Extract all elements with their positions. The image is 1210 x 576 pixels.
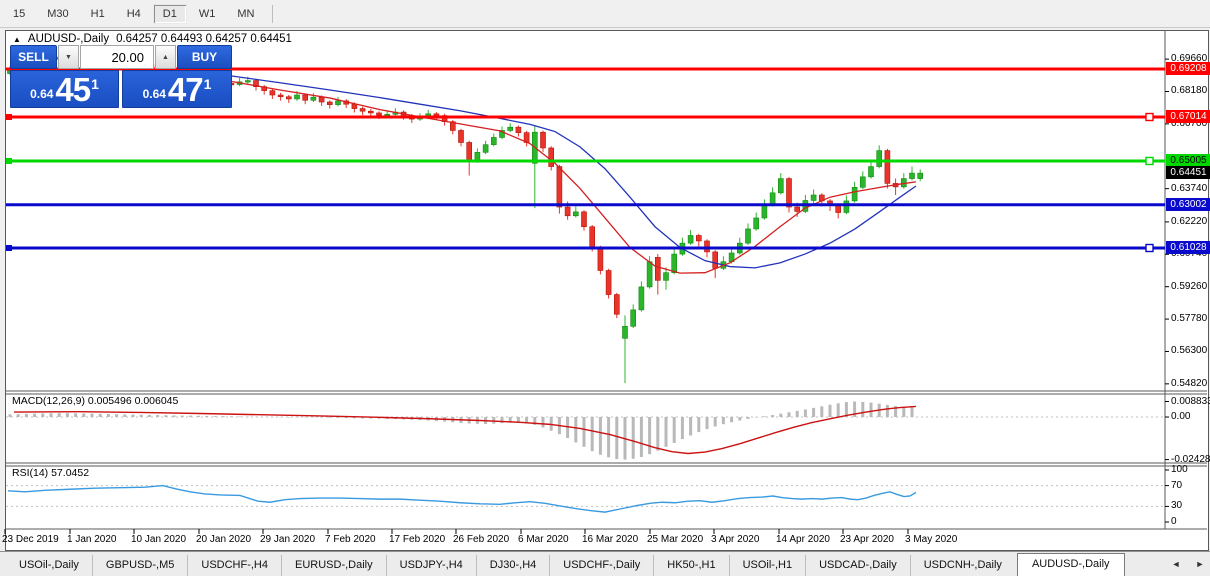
price-axis-label: 0.59260: [1171, 280, 1208, 292]
macd-axis-label: 0.008833: [1171, 395, 1210, 407]
date-axis-label: 25 Mar 2020: [647, 534, 704, 545]
date-axis-label: 29 Jan 2020: [260, 534, 316, 545]
level-price-badge: 0.63002: [1166, 197, 1210, 211]
timeframe-button-15[interactable]: 15: [13, 7, 26, 20]
sell-price-big: 45: [55, 71, 91, 108]
volume-input[interactable]: [80, 45, 154, 69]
current-price-badge: 0.64451: [1166, 166, 1210, 180]
rsi-axis-label: 70: [1171, 479, 1183, 491]
volume-decrease-button[interactable]: ▼: [58, 45, 79, 69]
symbol-tab-usdjpy-h4[interactable]: USDJPY-,H4: [385, 555, 476, 576]
symbol-tab-eurusd-daily[interactable]: EURUSD-,Daily: [281, 555, 386, 576]
date-axis-label: 23 Dec 2019: [2, 534, 59, 545]
date-axis-label: 10 Jan 2020: [131, 534, 187, 545]
timeframe-button-h4[interactable]: H4: [126, 7, 141, 20]
chart-title: ▲ AUDUSD-,Daily 0.64257 0.64493 0.64257 …: [13, 33, 292, 45]
date-axis-label: 3 May 2020: [905, 534, 958, 545]
tab-scroll-right-icon[interactable]: ►: [1195, 559, 1205, 569]
price-axis-label: 0.62220: [1171, 215, 1208, 227]
symbol-tab-usdcnh-daily[interactable]: USDCNH-,Daily: [909, 555, 1015, 576]
tab-scroll-left-icon[interactable]: ◄: [1171, 559, 1181, 569]
price-axis-label: 0.54820: [1171, 377, 1208, 389]
date-axis-label: 16 Mar 2020: [582, 534, 639, 545]
level-price-badge: 0.67014: [1166, 110, 1210, 123]
buy-price-big: 47: [167, 71, 204, 108]
timeframe-toolbar: 15 M30 H1 H4 D1 W1 MN: [0, 0, 1210, 28]
symbol-tab-hk50-h1[interactable]: HK50-,H1: [653, 555, 728, 576]
timeframe-button-w1[interactable]: W1: [198, 7, 216, 20]
macd-label: MACD(12,26,9) 0.005496 0.006045: [12, 395, 179, 407]
buy-price-button[interactable]: 0.64 47 1: [122, 70, 232, 108]
price-axis-label: 0.69660: [1171, 53, 1208, 65]
chart-ohlc-values: 0.64257 0.64493 0.64257 0.64451: [116, 33, 292, 45]
one-click-trading-panel: SELL ▼ ▲ BUY 0.64 45 1 0.64 47 1: [10, 45, 232, 108]
level-price-badge: 0.69208: [1166, 62, 1210, 75]
date-axis-label: 3 Apr 2020: [711, 534, 760, 545]
rsi-label: RSI(14) 57.0452: [12, 467, 90, 479]
date-axis-label: 6 Mar 2020: [518, 534, 569, 545]
symbol-tab-audusd-daily[interactable]: AUDUSD-,Daily: [1016, 553, 1125, 576]
buy-price-pip: 1: [203, 76, 212, 92]
symbol-tab-usoil-h1[interactable]: USOil-,H1: [728, 555, 806, 576]
rsi-axis-label: 0: [1171, 516, 1177, 527]
sell-button[interactable]: SELL: [10, 45, 57, 69]
symbol-tab-usdcad-daily[interactable]: USDCAD-,Daily: [805, 555, 910, 576]
sell-price-prefix: 0.64: [30, 87, 54, 101]
symbol-tab-dj30-h4[interactable]: DJ30-,H4: [475, 555, 549, 576]
price-axis-label: 0.66700: [1171, 117, 1208, 129]
volume-increase-button[interactable]: ▲: [155, 45, 176, 69]
sell-price-button[interactable]: 0.64 45 1: [10, 70, 119, 108]
buy-button[interactable]: BUY: [177, 45, 232, 69]
chart-symbol-label: AUDUSD-,Daily: [27, 33, 110, 45]
date-axis-label: 20 Jan 2020: [196, 534, 252, 545]
symbol-tab-usdchf-h4[interactable]: USDCHF-,H4: [187, 555, 281, 576]
rsi-axis-label: 100: [1171, 464, 1188, 475]
symbol-tab-usdchf-daily[interactable]: USDCHF-,Daily: [549, 555, 653, 576]
date-axis-label: 14 Apr 2020: [776, 534, 830, 545]
price-axis-label: 0.63740: [1171, 182, 1208, 194]
rsi-axis-label: 30: [1171, 500, 1183, 512]
price-axis-label: 0.68180: [1171, 85, 1208, 97]
timeframe-button-d1[interactable]: D1: [152, 3, 187, 24]
symbol-tab-usoil-daily[interactable]: USOil-,Daily: [19, 559, 79, 571]
collapse-panel-icon[interactable]: ▲: [13, 34, 21, 44]
sell-price-pip: 1: [91, 76, 99, 92]
level-price-badge: 0.65005: [1166, 153, 1210, 167]
timeframe-button-m30[interactable]: M30: [47, 7, 69, 20]
date-axis-label: 7 Feb 2020: [325, 534, 376, 545]
date-axis-label: 26 Feb 2020: [453, 534, 510, 545]
timeframe-button-h1[interactable]: H1: [90, 7, 105, 20]
toolbar-divider: [272, 4, 274, 23]
macd-axis-label: -0.02428: [1171, 453, 1210, 465]
buy-price-prefix: 0.64: [142, 87, 166, 101]
price-axis-label: 0.56300: [1171, 345, 1208, 357]
price-axis-label: 0.57780: [1171, 313, 1208, 325]
symbol-tab-bar: USOil-,Daily GBPUSD-,M5 USDCHF-,H4 EURUSD-,…: [0, 551, 1210, 576]
date-axis-label: 17 Feb 2020: [389, 534, 446, 545]
timeframe-button-mn[interactable]: MN: [237, 7, 255, 20]
tab-scroll-controls: ◄ ►: [1169, 556, 1207, 572]
date-axis-label: 23 Apr 2020: [840, 534, 894, 545]
macd-axis-label: 0.00: [1171, 411, 1191, 422]
level-price-badge: 0.61028: [1166, 240, 1210, 254]
symbol-tab-gbpusd-m5[interactable]: GBPUSD-,M5: [91, 555, 187, 576]
date-axis-label: 1 Jan 2020: [67, 534, 117, 545]
chart-window: [5, 30, 1209, 551]
